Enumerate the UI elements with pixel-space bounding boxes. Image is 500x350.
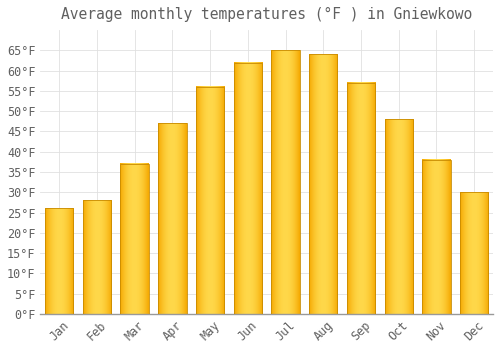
Bar (196, 87, 224, 314)
Bar (120, 164, 149, 314)
Bar (234, 63, 262, 314)
Bar (422, 160, 450, 314)
Title: Average monthly temperatures (°F ) in Gniewkowo: Average monthly temperatures (°F ) in Gn… (61, 7, 472, 22)
Bar (460, 192, 488, 314)
Bar (347, 83, 375, 314)
Bar (45, 209, 74, 314)
Bar (272, 50, 299, 314)
Bar (309, 54, 338, 314)
Bar (158, 123, 186, 314)
Bar (83, 200, 111, 314)
Bar (384, 119, 413, 314)
